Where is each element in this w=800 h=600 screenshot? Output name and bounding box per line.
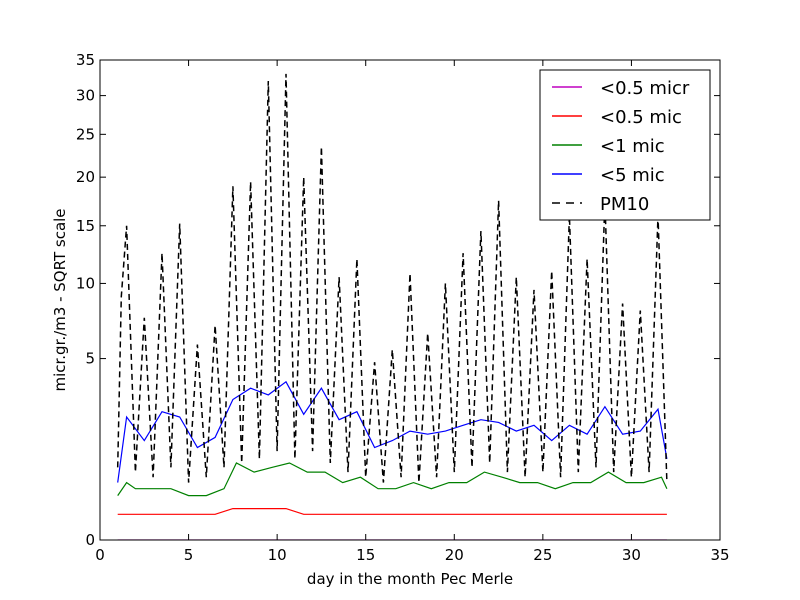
x-tick-label: 30 <box>622 546 641 564</box>
series-line-4 <box>116 73 668 483</box>
y-tick-label: 30 <box>76 87 95 105</box>
y-tick-label: 10 <box>76 274 95 292</box>
x-tick-label: 25 <box>533 546 552 564</box>
y-tick-label: 35 <box>76 51 95 69</box>
y-tick-label: 25 <box>76 125 95 143</box>
x-tick-label: 5 <box>184 546 194 564</box>
series-line-2 <box>117 462 668 497</box>
x-tick-label: 15 <box>356 546 375 564</box>
y-tick-label: 5 <box>85 350 95 368</box>
x-tick-label: 20 <box>445 546 464 564</box>
x-tick-label: 10 <box>268 546 287 564</box>
legend-label: PM10 <box>600 194 649 215</box>
series-line-3 <box>117 380 668 483</box>
y-axis-label: micr.gr./m3 - SQRT scale <box>51 208 69 391</box>
ticks-layer: 0 5 10 15 20 25 30 35 0 5 10 15 20 25 30 35 <box>76 51 730 564</box>
legend-label: <1 mic <box>600 136 665 157</box>
legend-label: <0.5 micr <box>600 78 690 99</box>
legend: <0.5 micr <0.5 mic <1 mic <5 mic PM10 <box>539 69 711 221</box>
series-layer <box>116 73 668 540</box>
axes-frame <box>99 59 721 541</box>
y-tick-label: 0 <box>85 531 95 549</box>
series-line-1 <box>117 508 667 515</box>
x-axis-label: day in the month Pec Merle <box>307 570 513 588</box>
legend-label: <0.5 mic <box>600 107 682 128</box>
x-tick-label: 35 <box>710 546 729 564</box>
legend-label: <5 mic <box>600 165 665 186</box>
x-tick-label: 0 <box>95 546 105 564</box>
y-tick-label: 15 <box>76 217 95 235</box>
y-tick-label: 20 <box>76 168 95 186</box>
